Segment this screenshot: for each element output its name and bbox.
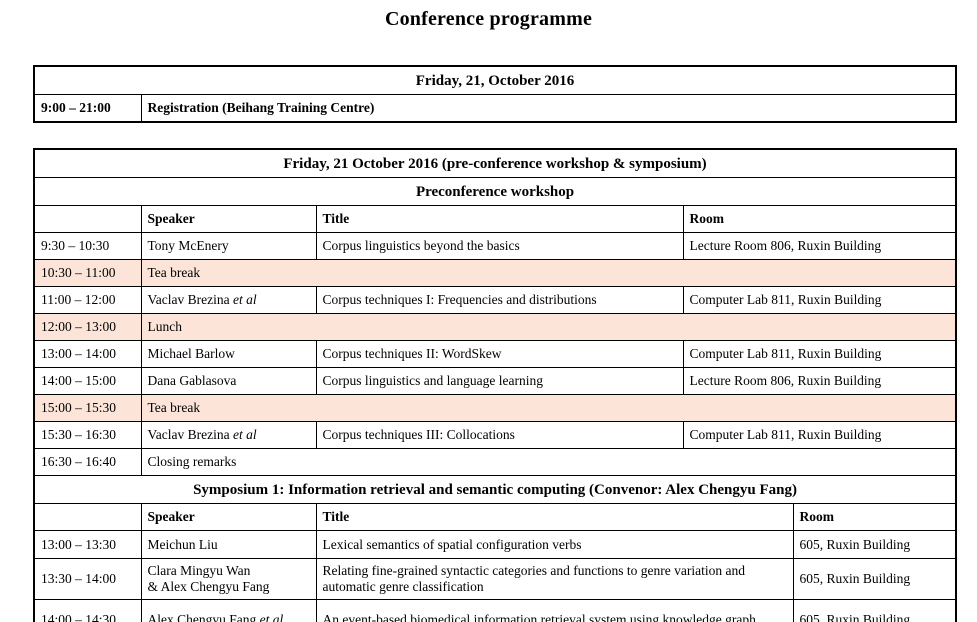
title-cell: Corpus techniques I: Frequencies and dis… (315, 286, 684, 314)
speaker-cell: Michael Barlow (140, 340, 317, 368)
session-row: 14:00 – 14:30 Alex Chengyu Fang et al An e… (33, 599, 957, 622)
table-row: 16:30 – 16:40 Closing remarks (33, 448, 957, 476)
title-cell: Lexical semantics of spatial configurati… (315, 530, 794, 559)
time-cell: 13:00 – 14:00 (33, 340, 142, 368)
title-cell: Corpus techniques II: WordSkew (315, 340, 684, 368)
room-cell: 605, Ruxin Building (792, 599, 957, 622)
speaker-column-header: Speaker (140, 503, 317, 531)
break-label-cell: Tea break (140, 394, 957, 422)
speaker-cell: Tony McEnery (140, 232, 317, 260)
time-cell: 9:30 – 10:30 (33, 232, 142, 260)
room-cell: Computer Lab 811, Ruxin Building (682, 286, 957, 314)
room-cell: Lecture Room 806, Ruxin Building (682, 367, 957, 395)
section-header-row: Preconference workshop (33, 177, 957, 206)
time-cell: 11:00 – 12:00 (33, 286, 142, 314)
break-row: 15:00 – 15:30 Tea break (33, 394, 957, 422)
title-column-header: Title (315, 205, 684, 233)
break-label-cell: Tea break (140, 259, 957, 287)
title-cell: Corpus linguistics beyond the basics (315, 232, 684, 260)
session-row: 13:30 – 14:00 Clara Mingyu Wan & Alex Chen… (33, 558, 957, 600)
speaker-cell: Meichun Liu (140, 530, 317, 559)
session-row: 15:30 – 16:30 Vaclav Brezina et al Corpus … (33, 421, 957, 449)
time-cell: 13:00 – 13:30 (33, 530, 142, 559)
symposium-section-title: Symposium 1: Information retrieval and s… (33, 475, 957, 504)
session-row: 13:00 – 13:30 Meichun Liu Lexical semantic… (33, 530, 957, 559)
time-cell: 12:00 – 13:00 (33, 313, 142, 341)
event-label-cell: Closing remarks (140, 448, 957, 476)
day-table-title: Friday, 21, October 2016 (33, 65, 957, 95)
speaker-cell: Vaclav Brezina et al (140, 421, 317, 449)
room-cell: Lecture Room 806, Ruxin Building (682, 232, 957, 260)
room-cell: Computer Lab 811, Ruxin Building (682, 340, 957, 368)
empty-corner-cell (33, 503, 142, 531)
registration-table: Friday, 21, October 2016 9:00 – 21:00 Re… (33, 65, 957, 123)
room-cell: Computer Lab 811, Ruxin Building (682, 421, 957, 449)
room-cell: 605, Ruxin Building (792, 558, 957, 600)
page-title: Conference programme (384, 8, 593, 30)
speaker-cell: Alex Chengyu Fang et al (140, 599, 317, 622)
et-al-text: et al (232, 427, 257, 442)
speaker-cell: Vaclav Brezina et al (140, 286, 317, 314)
speaker-column-header: Speaker (140, 205, 317, 233)
time-cell: 14:00 – 15:00 (33, 367, 142, 395)
break-label-cell: Lunch (140, 313, 957, 341)
title-cell: Corpus linguistics and language learning (315, 367, 684, 395)
programme-table: Friday, 21 October 2016 (pre-conference … (33, 148, 958, 622)
time-cell: 15:30 – 16:30 (33, 421, 142, 449)
workshop-rows: 9:30 – 10:30 Tony McEnery Corpus linguisti… (33, 232, 957, 476)
room-column-header: Room (792, 503, 957, 531)
time-cell: 15:00 – 15:30 (33, 394, 142, 422)
table-row: 9:00 – 21:00 Registration (Beihang Train… (33, 94, 957, 123)
title-cell: Relating fine-grained syntactic categori… (315, 558, 794, 600)
et-al-text: et al (232, 292, 257, 307)
time-cell: 14:00 – 14:30 (33, 599, 142, 622)
title-column-header: Title (315, 503, 794, 531)
workshop-section-title: Preconference workshop (33, 177, 957, 206)
programme-table-title: Friday, 21 October 2016 (pre-conference … (33, 148, 957, 178)
room-cell: 605, Ruxin Building (792, 530, 957, 559)
section-header-row: Symposium 1: Information retrieval and s… (33, 475, 957, 504)
table-header-row: Friday, 21, October 2016 (33, 65, 957, 95)
event-label-cell: Registration (Beihang Training Centre) (140, 94, 957, 123)
room-column-header: Room (682, 205, 957, 233)
session-row: 14:00 – 15:00 Dana Gablasova Corpus lingui… (33, 367, 957, 395)
document-body: Friday, 21, October 2016 9:00 – 21:00 Re… (33, 65, 958, 622)
speaker-cell: Dana Gablasova (140, 367, 317, 395)
column-header-row: Speaker Title Room (33, 205, 957, 233)
session-row: 11:00 – 12:00 Vaclav Brezina et al Corpus … (33, 286, 957, 314)
title-cell: Corpus techniques III: Collocations (315, 421, 684, 449)
session-row: 13:00 – 14:00 Michael Barlow Corpus techni… (33, 340, 957, 368)
break-row: 12:00 – 13:00 Lunch (33, 313, 957, 341)
time-cell: 16:30 – 16:40 (33, 448, 142, 476)
time-cell: 10:30 – 11:00 (33, 259, 142, 287)
table-header-row: Friday, 21 October 2016 (pre-conference … (33, 148, 957, 178)
symposium-rows: 13:00 – 13:30 Meichun Liu Lexical semantic… (33, 530, 957, 622)
speaker-cell: Clara Mingyu Wan & Alex Chengyu Fang (140, 558, 317, 600)
title-cell: An event-based biomedical information re… (315, 599, 794, 622)
time-cell: 13:30 – 14:00 (33, 558, 142, 600)
column-header-row: Speaker Title Room (33, 503, 957, 531)
session-row: 9:30 – 10:30 Tony McEnery Corpus linguisti… (33, 232, 957, 260)
time-cell: 9:00 – 21:00 (33, 94, 142, 123)
break-row: 10:30 – 11:00 Tea break (33, 259, 957, 287)
et-al-text: et al (259, 612, 284, 622)
empty-corner-cell (33, 205, 142, 233)
